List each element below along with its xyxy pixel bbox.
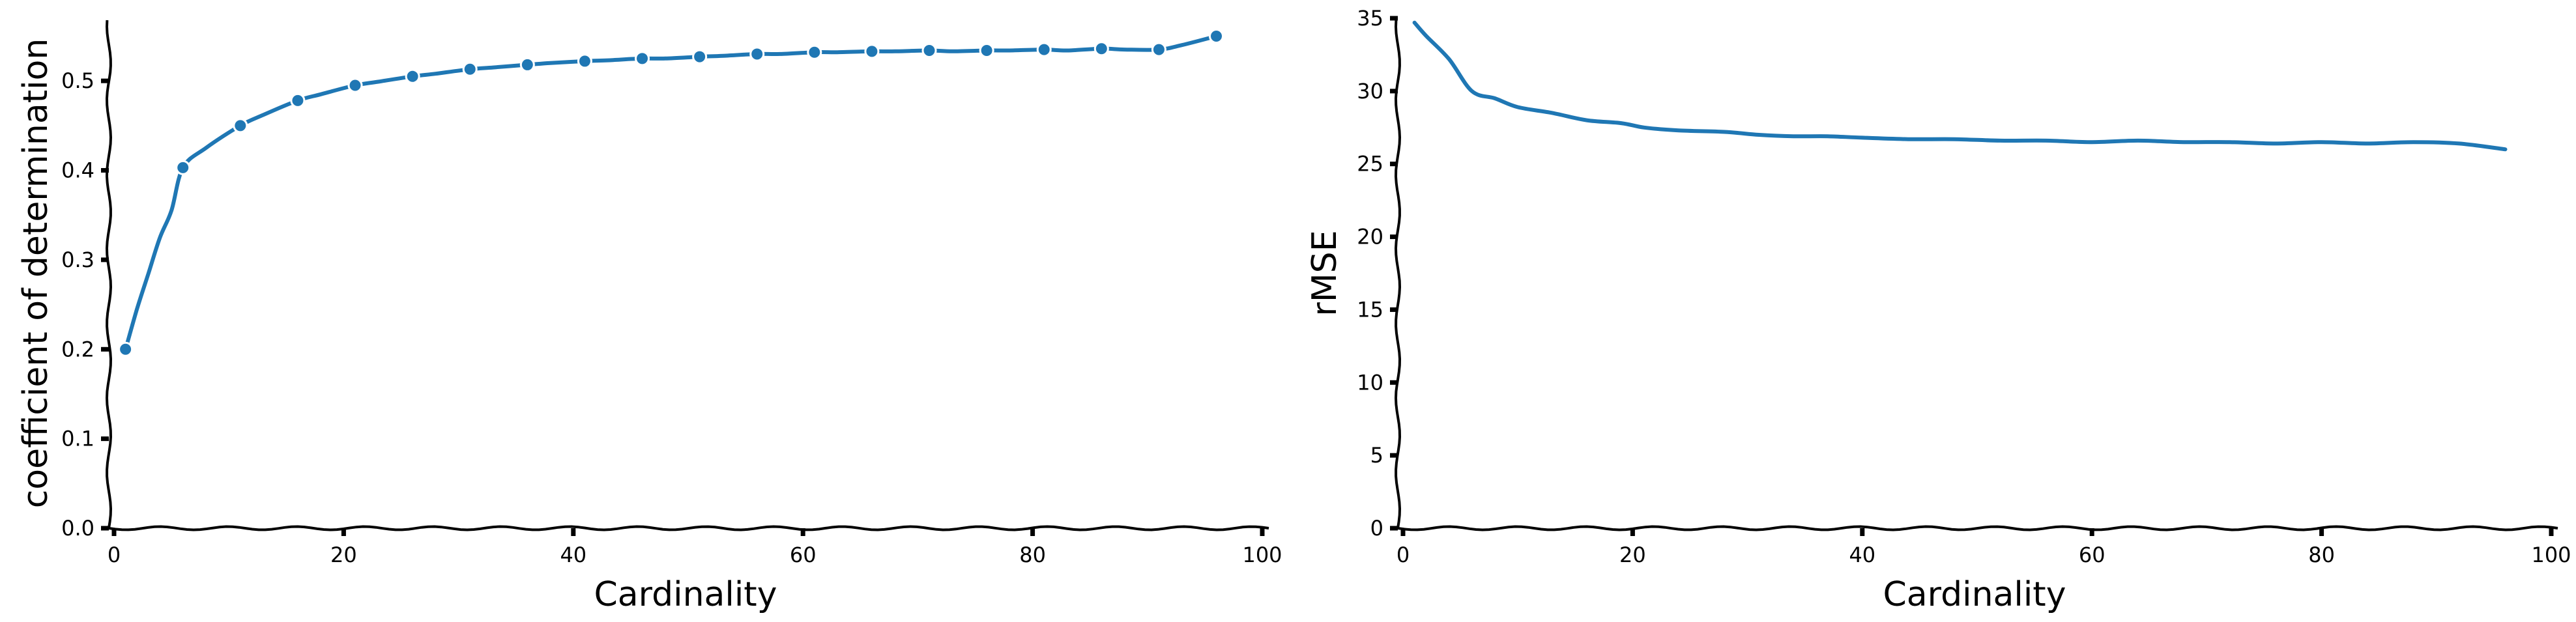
- rmse-y-tick-label: 25: [1357, 152, 1383, 177]
- rmse-series-line: [1412, 20, 2508, 152]
- r2-x-tick-label: 0: [108, 543, 121, 567]
- rmse-y-tick-label: 5: [1370, 443, 1383, 468]
- rmse-y-tick-label: 35: [1357, 6, 1383, 31]
- r2-x-axis-label: Cardinality: [594, 575, 777, 614]
- r2-data-point: [347, 78, 363, 93]
- r2-y-tick-label: 0.3: [61, 247, 94, 272]
- r2-x-tick-label: 100: [1242, 543, 1282, 567]
- r2-x-tick-label: 40: [560, 543, 586, 567]
- r2-data-point: [979, 42, 994, 58]
- r2-data-point: [405, 68, 420, 84]
- r2-plot: 0.0 0.1 0.2 0.3 0.4 0.5 0 20 40 60 80 100 Cardinalit…: [16, 20, 1282, 614]
- r2-data-point: [864, 44, 880, 59]
- r2-x-tick-label: 20: [330, 543, 357, 567]
- r2-data-point: [635, 51, 650, 66]
- r2-x-tick-label: 60: [790, 543, 817, 567]
- rmse-x-tick-label: 0: [1397, 543, 1410, 567]
- rmse-y-axis-label: rMSE: [1305, 230, 1344, 316]
- r2-data-point: [749, 46, 765, 62]
- r2-y-tick-label: 0.0: [61, 516, 94, 541]
- r2-y-axis-label: coefficient of determination: [16, 38, 55, 509]
- rmse-y-tick-label: 20: [1357, 225, 1383, 249]
- r2-y-tick-label: 0.4: [61, 158, 94, 183]
- r2-data-point: [118, 341, 134, 357]
- r2-y-tick-label: 0.5: [61, 68, 94, 93]
- rmse-x-axis-label: Cardinality: [1883, 575, 2066, 614]
- r2-data-point: [807, 44, 822, 60]
- r2-data-point: [692, 49, 708, 64]
- rmse-x-tick-label: 100: [2531, 543, 2571, 567]
- r2-series-line: [123, 34, 1219, 352]
- rmse-y-tick-label: 30: [1357, 79, 1383, 104]
- r2-data-point: [1036, 42, 1052, 57]
- rmse-x-tick-label: 20: [1619, 543, 1646, 567]
- r2-data-point: [290, 92, 306, 108]
- r2-data-point: [921, 42, 937, 58]
- r2-y-tick-label: 0.1: [61, 427, 94, 451]
- r2-y-tick-label: 0.2: [61, 337, 94, 361]
- r2-x-axis-line: [108, 525, 1269, 531]
- rmse-x-axis-line: [1397, 525, 2558, 531]
- rmse-y-axis-line: [1394, 20, 1402, 529]
- r2-data-point: [175, 160, 191, 175]
- r2-data-point: [462, 61, 478, 77]
- r2-data-point: [1151, 42, 1166, 57]
- r2-data-point: [233, 118, 248, 134]
- r2-data-point: [519, 57, 535, 72]
- r2-data-point: [1093, 41, 1109, 57]
- rmse-plot: 0 5 10 15 20 25 30 35 0 20 40 60 80 100 Cardinality rMS…: [1305, 6, 2571, 614]
- r2-data-point: [1209, 28, 1224, 44]
- r2-y-axis-line: [105, 20, 113, 529]
- rmse-x-tick-label: 80: [2308, 543, 2335, 567]
- r2-x-tick-label: 80: [1019, 543, 1046, 567]
- rmse-x-tick-label: 40: [1849, 543, 1875, 567]
- r2-data-point: [577, 53, 592, 69]
- rmse-x-tick-label: 60: [2079, 543, 2106, 567]
- rmse-y-tick-label: 0: [1370, 516, 1383, 541]
- rmse-y-tick-label: 10: [1357, 370, 1383, 395]
- rmse-y-tick-label: 15: [1357, 297, 1383, 322]
